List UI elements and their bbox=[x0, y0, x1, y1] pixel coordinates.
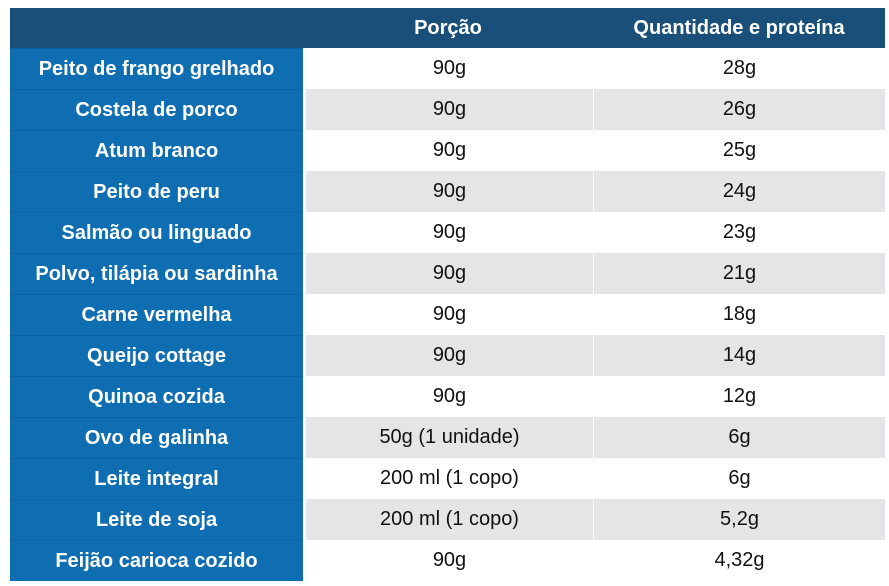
header-corner bbox=[10, 8, 303, 48]
porcao-cell: 90g bbox=[303, 48, 593, 89]
food-name-cell: Atum branco bbox=[10, 130, 303, 171]
proteina-cell: 4,32g bbox=[593, 540, 885, 581]
proteina-cell: 25g bbox=[593, 130, 885, 171]
proteina-cell: 6g bbox=[593, 417, 885, 458]
protein-table: Porção Quantidade e proteína Peito de fr… bbox=[10, 8, 885, 581]
proteina-cell: 5,2g bbox=[593, 499, 885, 540]
food-name-cell: Leite de soja bbox=[10, 499, 303, 540]
porcao-cell: 90g bbox=[303, 130, 593, 171]
proteina-cell: 12g bbox=[593, 376, 885, 417]
proteina-cell: 6g bbox=[593, 458, 885, 499]
food-name-cell: Peito de frango grelhado bbox=[10, 48, 303, 89]
table-row: Queijo cottage 90g 14g bbox=[10, 335, 885, 376]
table-row: Costela de porco 90g 26g bbox=[10, 89, 885, 130]
porcao-cell: 90g bbox=[303, 89, 593, 130]
porcao-cell: 90g bbox=[303, 171, 593, 212]
proteina-cell: 26g bbox=[593, 89, 885, 130]
food-name-cell: Salmão ou linguado bbox=[10, 212, 303, 253]
table-row: Peito de peru 90g 24g bbox=[10, 171, 885, 212]
proteina-cell: 18g bbox=[593, 294, 885, 335]
table-row: Feijão carioca cozido 90g 4,32g bbox=[10, 540, 885, 581]
food-name-cell: Carne vermelha bbox=[10, 294, 303, 335]
table-row: Atum branco 90g 25g bbox=[10, 130, 885, 171]
porcao-cell: 90g bbox=[303, 212, 593, 253]
porcao-cell: 90g bbox=[303, 253, 593, 294]
food-name-cell: Feijão carioca cozido bbox=[10, 540, 303, 581]
food-name-cell: Leite integral bbox=[10, 458, 303, 499]
proteina-cell: 21g bbox=[593, 253, 885, 294]
table-row: Polvo, tilápia ou sardinha 90g 21g bbox=[10, 253, 885, 294]
proteina-cell: 28g bbox=[593, 48, 885, 89]
header-quantidade: Quantidade e proteína bbox=[593, 8, 885, 48]
proteina-cell: 23g bbox=[593, 212, 885, 253]
porcao-cell: 50g (1 unidade) bbox=[303, 417, 593, 458]
table-row: Carne vermelha 90g 18g bbox=[10, 294, 885, 335]
proteina-cell: 14g bbox=[593, 335, 885, 376]
proteina-cell: 24g bbox=[593, 171, 885, 212]
porcao-cell: 90g bbox=[303, 376, 593, 417]
food-name-cell: Ovo de galinha bbox=[10, 417, 303, 458]
porcao-cell: 200 ml (1 copo) bbox=[303, 499, 593, 540]
table-row: Leite integral 200 ml (1 copo) 6g bbox=[10, 458, 885, 499]
table-row: Salmão ou linguado 90g 23g bbox=[10, 212, 885, 253]
table-row: Ovo de galinha 50g (1 unidade) 6g bbox=[10, 417, 885, 458]
porcao-cell: 90g bbox=[303, 540, 593, 581]
food-name-cell: Polvo, tilápia ou sardinha bbox=[10, 253, 303, 294]
table-row: Leite de soja 200 ml (1 copo) 5,2g bbox=[10, 499, 885, 540]
food-name-cell: Quinoa cozida bbox=[10, 376, 303, 417]
porcao-cell: 90g bbox=[303, 335, 593, 376]
food-name-cell: Queijo cottage bbox=[10, 335, 303, 376]
table-row: Peito de frango grelhado 90g 28g bbox=[10, 48, 885, 89]
table-row: Quinoa cozida 90g 12g bbox=[10, 376, 885, 417]
porcao-cell: 90g bbox=[303, 294, 593, 335]
table-body: Peito de frango grelhado 90g 28g Costela de… bbox=[10, 48, 885, 581]
porcao-cell: 200 ml (1 copo) bbox=[303, 458, 593, 499]
header-porcao: Porção bbox=[303, 8, 593, 48]
food-name-cell: Peito de peru bbox=[10, 171, 303, 212]
table-header-row: Porção Quantidade e proteína bbox=[10, 8, 885, 48]
food-name-cell: Costela de porco bbox=[10, 89, 303, 130]
